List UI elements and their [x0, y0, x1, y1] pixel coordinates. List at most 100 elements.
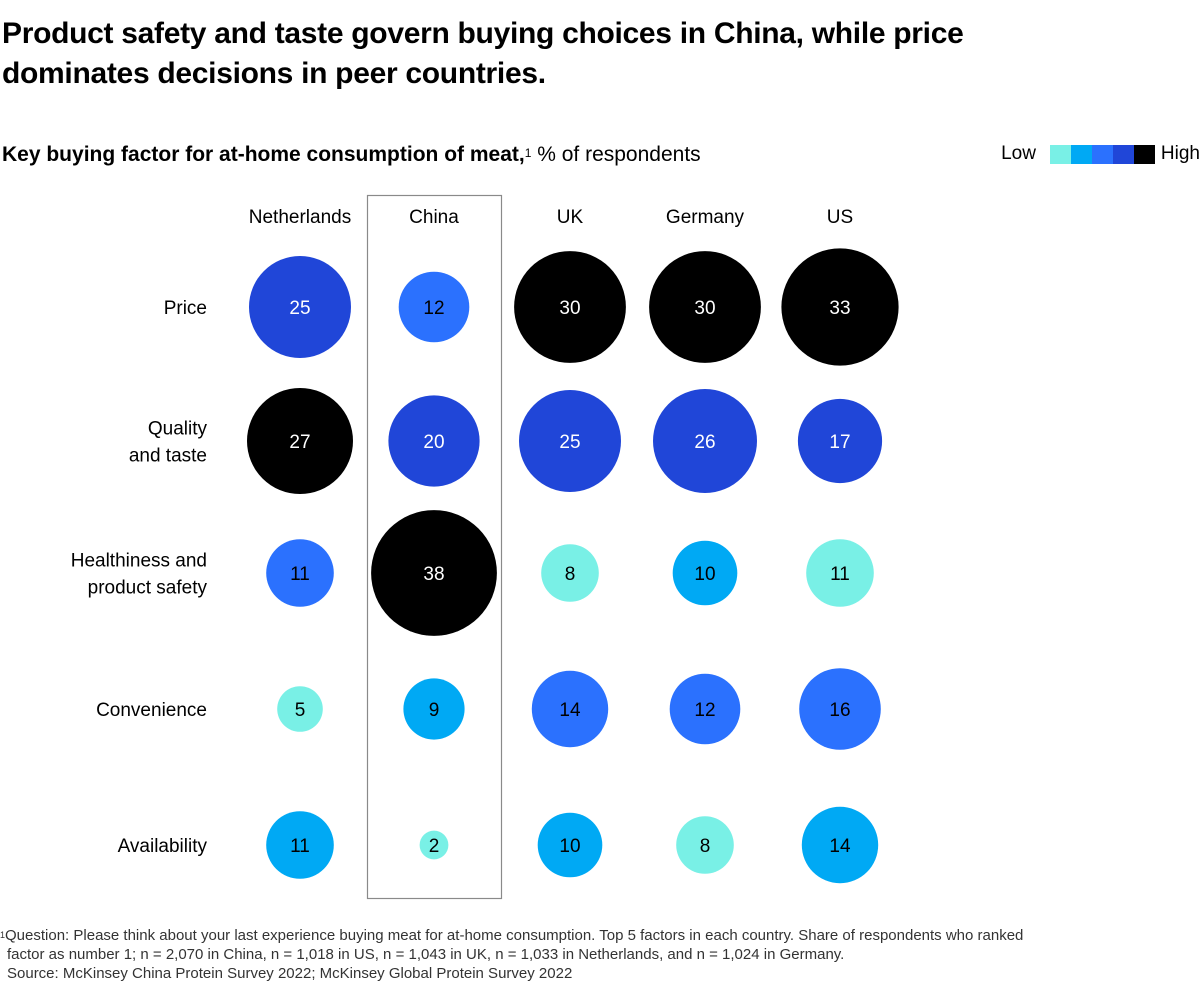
bubble-value-label: 2 — [429, 836, 440, 857]
bubble-circle — [669, 673, 741, 745]
bubble-value-label: 26 — [694, 432, 715, 453]
row-label-2: Quality and taste — [129, 419, 208, 467]
bubble-china-row2: 20 — [388, 395, 480, 487]
bubble-value-label: 8 — [565, 564, 576, 585]
bubble-value-label: 12 — [694, 700, 715, 721]
bubble-circle — [797, 398, 883, 484]
legend-swatch-2 — [1070, 144, 1092, 164]
bubble-netherlands-row3: 11 — [266, 539, 334, 607]
bubble-circle — [799, 668, 881, 750]
footnote-marker: 1 — [0, 930, 6, 940]
bubble-circle — [649, 251, 761, 363]
bubble-value-label: 10 — [559, 836, 580, 857]
subtitle-unit: % of respondents — [531, 143, 701, 166]
bubble-netherlands-row5: 11 — [266, 811, 334, 879]
bubble-circle — [266, 539, 334, 607]
bubble-china-row3: 38 — [371, 510, 497, 636]
subtitle-footnote-marker: 1 — [524, 146, 532, 160]
bubble-value-label: 11 — [290, 564, 310, 585]
bubble-value-label: 33 — [829, 298, 850, 319]
footnote-source: Source: McKinsey China Protein Survey 20… — [7, 965, 573, 982]
footnote-line-2: factor as number 1; n = 2,070 in China, … — [7, 946, 845, 963]
bubble-value-label: 5 — [295, 700, 306, 721]
column-header-us: US — [827, 207, 853, 228]
bubble-value-label: 25 — [559, 432, 580, 453]
bubble-germany-row2: 26 — [653, 389, 757, 493]
legend-swatch-1 — [1049, 144, 1071, 164]
bubble-circle — [672, 540, 738, 606]
bubble-value-label: 20 — [423, 432, 444, 453]
bubble-germany-row1: 30 — [649, 251, 761, 363]
bubble-circle — [514, 251, 626, 363]
bubble-value-label: 27 — [289, 432, 310, 453]
bubble-germany-row4: 12 — [669, 673, 741, 745]
bubble-circle — [371, 510, 497, 636]
bubble-value-label: 14 — [559, 700, 581, 721]
bubble-circle — [676, 816, 734, 874]
subtitle-main: Key buying factor for at-home consumptio… — [2, 143, 525, 166]
bubble-uk-row1: 30 — [514, 251, 626, 363]
bubble-circle — [781, 248, 899, 366]
bubble-value-label: 8 — [700, 836, 711, 857]
bubble-germany-row3: 10 — [672, 540, 738, 606]
bubble-value-label: 17 — [829, 432, 850, 453]
bubble-circle — [247, 388, 353, 494]
chart-title: Product safety and taste govern buying c… — [2, 17, 964, 90]
column-header-uk: UK — [557, 207, 584, 228]
bubble-us-row1: 33 — [781, 248, 899, 366]
bubble-value-label: 11 — [290, 836, 310, 857]
bubble-circle — [388, 395, 480, 487]
row-label-1: Price — [164, 298, 207, 319]
legend-swatch-5 — [1133, 144, 1155, 164]
bubble-china-row1: 12 — [398, 271, 470, 343]
bubble-value-label: 10 — [694, 564, 715, 585]
row-label-5: Availability — [118, 836, 208, 857]
bubble-circle — [806, 539, 874, 607]
legend-low-label: Low — [1001, 143, 1036, 164]
legend-swatches — [1049, 144, 1155, 164]
bubble-circle — [419, 830, 449, 860]
bubble-us-row3: 11 — [806, 539, 874, 607]
footnote: 1Question: Please think about your last … — [0, 926, 1190, 983]
bubble-circle — [249, 256, 351, 358]
bubble-us-row5: 14 — [801, 806, 879, 884]
legend-high-label: High — [1160, 143, 1200, 164]
bubble-netherlands-row4: 5 — [277, 686, 323, 732]
bubble-value-label: 14 — [829, 836, 851, 857]
bubble-uk-row3: 8 — [541, 544, 599, 602]
bubble-germany-row5: 8 — [676, 816, 734, 874]
bubble-value-label: 9 — [429, 700, 440, 721]
bubble-value-label: 11 — [830, 564, 850, 585]
bubble-value-label: 16 — [829, 700, 850, 721]
bubble-value-label: 38 — [423, 564, 444, 585]
legend-swatch-4 — [1112, 144, 1134, 164]
bubble-value-label: 30 — [559, 298, 580, 319]
bubble-circle — [653, 389, 757, 493]
row-label-4: Convenience — [96, 700, 207, 721]
highlight-box-china — [366, 194, 503, 900]
bubble-circle — [403, 678, 465, 740]
bubble-circle — [277, 686, 323, 732]
chart-subtitle: Key buying factor for at-home consumptio… — [2, 141, 701, 169]
footnote-line-1: 1Question: Please think about your last … — [0, 927, 1024, 944]
row-label-3: Healthiness and product safety — [71, 551, 208, 599]
column-header-germany: Germany — [666, 207, 745, 228]
color-legend: Low High — [1001, 143, 1200, 165]
bubble-netherlands-row2: 27 — [247, 388, 353, 494]
bubble-us-row4: 16 — [799, 668, 881, 750]
bubble-value-label: 25 — [289, 298, 310, 319]
bubble-us-row2: 17 — [797, 398, 883, 484]
legend-swatch-3 — [1091, 144, 1113, 164]
bubble-circle — [537, 812, 603, 878]
bubble-china-row5: 2 — [419, 830, 449, 860]
bubble-circle — [519, 390, 621, 492]
bubble-uk-row5: 10 — [537, 812, 603, 878]
bubble-circle — [541, 544, 599, 602]
bubble-circle — [398, 271, 470, 343]
column-header-netherlands: Netherlands — [249, 207, 351, 228]
bubble-netherlands-row1: 25 — [249, 256, 351, 358]
bubble-circle — [266, 811, 334, 879]
bubble-uk-row2: 25 — [519, 390, 621, 492]
bubble-value-label: 30 — [694, 298, 715, 319]
bubble-china-row4: 9 — [403, 678, 465, 740]
